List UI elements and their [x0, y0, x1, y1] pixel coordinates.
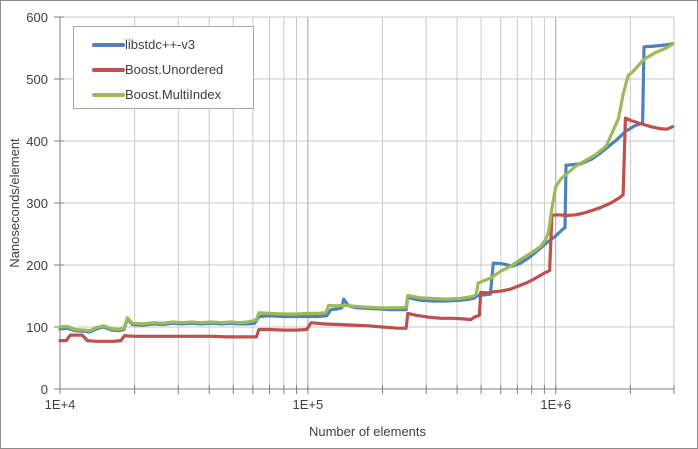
- x-axis-title: Number of elements: [308, 424, 427, 439]
- y-tick-label: 400: [26, 133, 48, 149]
- legend-line-swatch: [92, 67, 125, 72]
- legend-line-swatch: [92, 92, 125, 97]
- legend-label: Boost.MultiIndex: [125, 87, 222, 102]
- legend-label: libstdc++-v3: [125, 37, 196, 52]
- y-axis-title: Nanoseconds/element: [7, 138, 22, 268]
- y-tick-label: 500: [26, 71, 48, 87]
- legend-item-Boost.Unordered: Boost.Unordered: [92, 57, 253, 82]
- y-tick-label: 300: [26, 195, 48, 211]
- y-tick-label: 0: [40, 381, 48, 397]
- legend-label: Boost.Unordered: [125, 62, 224, 77]
- legend-item-libstdc++-v3: libstdc++-v3: [92, 32, 253, 57]
- legend: libstdc++-v3 Boost.Unordered Boost.MultiIn…: [73, 26, 254, 109]
- x-tick-label: 1E+5: [292, 397, 324, 412]
- legend-line-swatch: [92, 42, 125, 47]
- y-tick-label: 100: [26, 319, 48, 335]
- y-tick-label: 600: [26, 9, 48, 25]
- legend-item-Boost.MultiIndex: Boost.MultiIndex: [92, 82, 253, 107]
- series-line-Boost.MultiIndex: [58, 42, 675, 333]
- x-tick-label: 1E+4: [44, 397, 76, 412]
- y-tick-label: 200: [26, 257, 48, 273]
- series-line-Boost.Unordered: [58, 116, 675, 343]
- x-tick-label: 1E+6: [540, 397, 572, 412]
